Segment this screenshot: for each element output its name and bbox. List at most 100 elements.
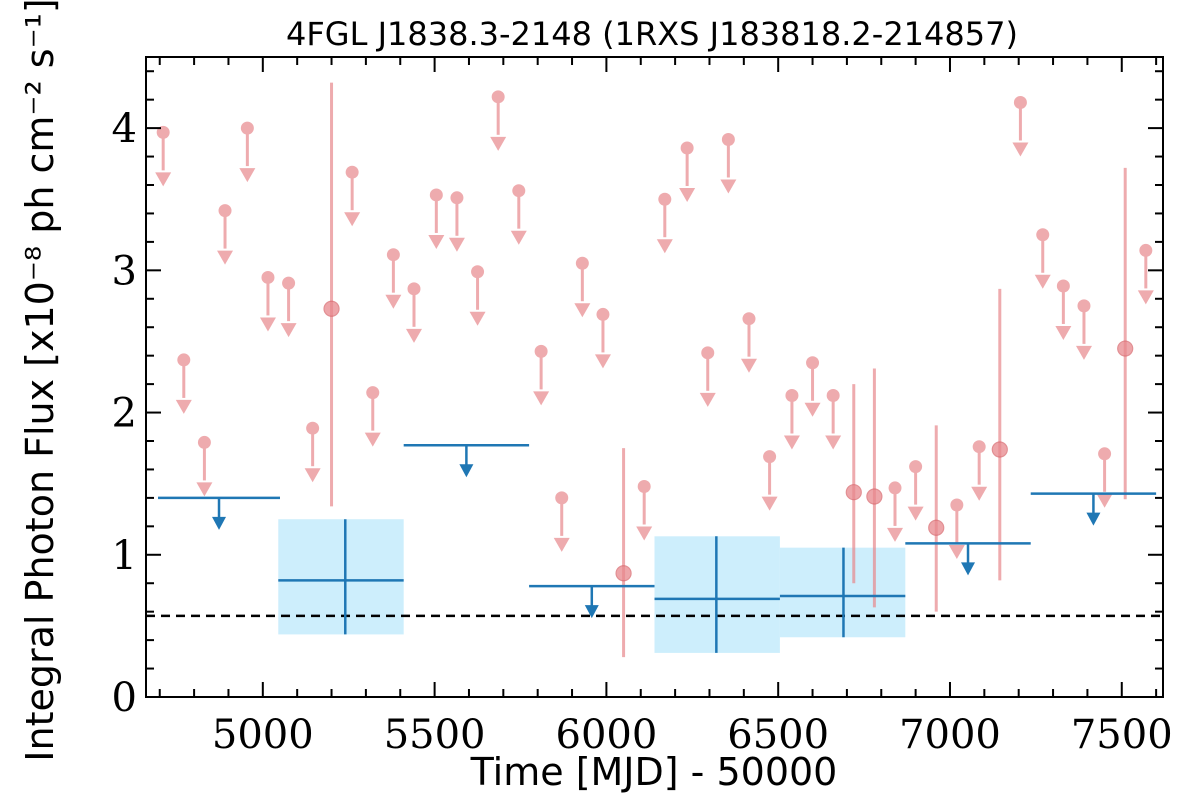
x-axis-label: Time [MJD] - 50000 [470, 750, 838, 794]
x-tick-label: 5500 [384, 712, 486, 758]
short-bin-marker [1077, 299, 1091, 313]
short-bin-upper-limit [1055, 279, 1072, 340]
y-tick-label: 4 [112, 106, 137, 152]
short-bin-marker [491, 90, 505, 104]
upper-limit-arrow-head [448, 237, 465, 252]
upper-limit-arrow-head [280, 323, 297, 338]
short-bin-marker [197, 435, 211, 449]
short-bin-detection-point [615, 565, 632, 582]
x-tick-label: 7000 [899, 712, 1001, 758]
short-bin-marker [763, 450, 777, 464]
upper-limit-arrow-head [948, 545, 965, 559]
short-bin-detection-point [928, 519, 945, 536]
short-bin-marker [429, 188, 443, 202]
short-bin-marker [658, 192, 672, 206]
short-bin-upper-limit [553, 491, 570, 552]
short-bin-upper-limit [405, 282, 422, 343]
plot-frame [145, 56, 1164, 698]
upper-limit-arrow-head [155, 172, 172, 187]
short-bin-upper-limit [783, 388, 800, 450]
upper-limit-arrow-head [469, 311, 486, 326]
x-tick-label: 6000 [556, 712, 658, 758]
upper-limit-arrow-head [259, 317, 276, 332]
upper-limit-arrow-head [510, 230, 527, 245]
short-bin-upper-limit [448, 191, 465, 252]
short-bin-marker [450, 191, 464, 205]
short-bin-upper-limit [196, 435, 213, 497]
short-bin-upper-limit [574, 256, 591, 318]
long-bin-arrow-head [1086, 512, 1101, 526]
short-bin-upper-limit [280, 276, 297, 338]
short-bin-marker [534, 344, 548, 358]
short-bin-marker [386, 248, 400, 262]
short-bin-marker [972, 440, 986, 454]
short-bin-marker [721, 132, 735, 146]
y-tick-label: 2 [112, 391, 137, 437]
short-bin-marker [888, 481, 902, 495]
short-bin-detection-point [1117, 340, 1134, 357]
axis-ticks: 5000 5500 6000 6500 7000 7500 0 1 2 3 4 [112, 57, 1173, 758]
short-bin-marker [1056, 279, 1070, 293]
y-tick-label: 3 [112, 248, 137, 294]
upper-limit-arrow-head [553, 537, 570, 552]
x-tick-label: 6500 [727, 712, 829, 758]
short-bin-marker [261, 270, 275, 284]
upper-limit-arrow-head [699, 392, 716, 407]
short-bin-upper-limit [344, 165, 361, 227]
short-bin-upper-limit [1012, 96, 1029, 157]
upper-limit-arrow-head [574, 303, 591, 318]
short-bin-marker [555, 491, 569, 505]
short-bin-upper-limit [636, 480, 653, 541]
short-bin-upper-limit [259, 270, 276, 332]
upper-limit-arrow-head [636, 526, 653, 541]
short-bin-marker [282, 276, 296, 290]
short-bin-marker [1036, 228, 1050, 242]
short-bin-upper-limit [1096, 447, 1113, 508]
upper-limit-arrow-head [656, 239, 673, 254]
short-bin-upper-limit [175, 353, 192, 414]
short-bin-marker [345, 165, 359, 179]
upper-limit-arrow-head [1055, 325, 1072, 340]
short-bin-marker [1013, 96, 1027, 110]
short-bin-upper-limit [907, 460, 924, 521]
upper-limit-arrow-head [825, 435, 842, 450]
short-bin-detection-point [323, 300, 340, 317]
short-bin-upper-limit [761, 450, 778, 511]
long-bin-arrow-head [459, 464, 474, 478]
short-bin-upper-limit [887, 481, 904, 542]
short-bin-upper-limit [594, 307, 611, 369]
short-bin-marker [575, 256, 589, 270]
x-tick-label: 7500 [1071, 712, 1173, 758]
upper-limit-arrow-head [679, 188, 696, 203]
short-bin-marker [596, 307, 610, 321]
upper-limit-arrow-head [533, 391, 550, 406]
upper-limit-arrow-head [720, 179, 737, 194]
upper-limit-arrow-head [887, 527, 904, 542]
short-bin-marker [471, 265, 485, 279]
upper-limit-arrow-head [217, 250, 234, 265]
upper-limit-arrow-head [490, 136, 507, 151]
upper-limit-arrow-head [804, 402, 821, 417]
short-bin-detection-point [991, 441, 1008, 458]
upper-limit-arrow-head [761, 496, 778, 511]
short-bin-marker [512, 184, 526, 198]
upper-limit-arrow-head [344, 212, 361, 227]
short-bin-marker [1098, 447, 1112, 461]
short-bin-upper-limit [533, 344, 550, 406]
short-bin-marker [177, 353, 191, 367]
y-tick-label: 0 [112, 675, 137, 721]
long-bin-arrow-head [584, 605, 599, 619]
short-bin-marker [950, 498, 964, 512]
short-bin-upper-limit [490, 90, 507, 151]
short-bin-upper-limit [510, 184, 527, 245]
short-bin-upper-limit [304, 421, 321, 483]
short-bin-upper-limit [428, 188, 445, 249]
long-bin-arrow-head [212, 516, 227, 530]
short-bin-upper-limit [469, 265, 486, 326]
short-bin-upper-limit [679, 141, 696, 203]
short-bin-marker [218, 204, 232, 218]
short-bin-upper-limit [720, 132, 737, 194]
upper-limit-arrow-head [971, 486, 988, 501]
short-bin-marker [806, 356, 820, 370]
